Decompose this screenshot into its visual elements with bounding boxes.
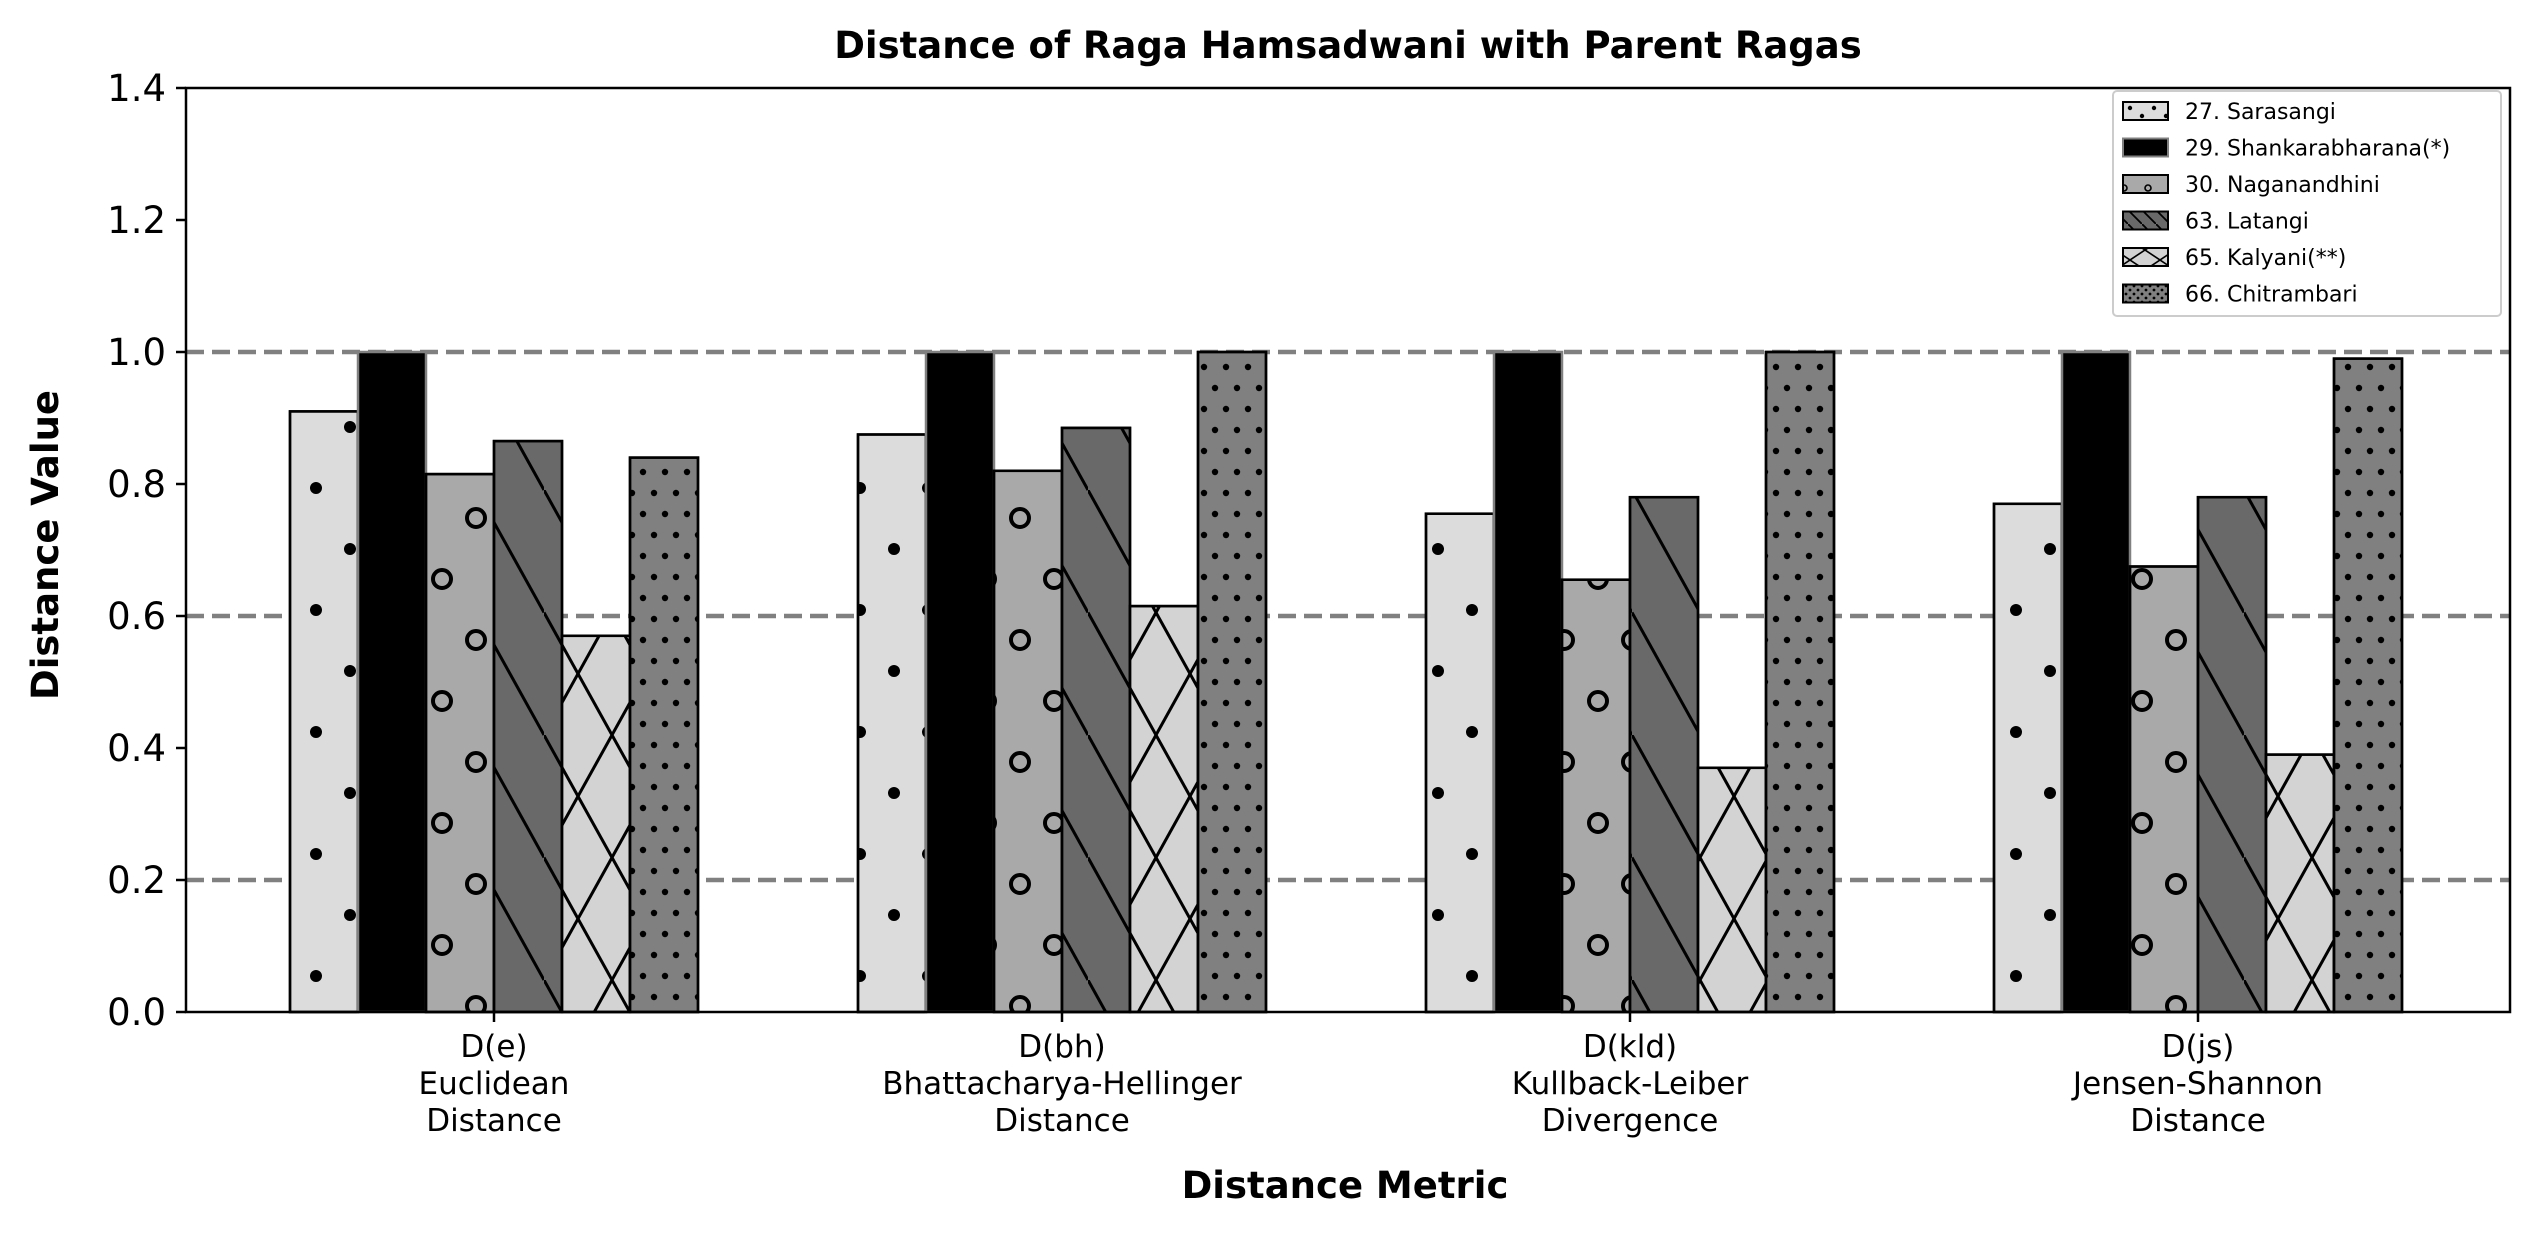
x-tick-label: D(js) Jensen-Shannon Distance xyxy=(2071,1029,2323,1139)
y-tick-label: 0.6 xyxy=(107,595,166,638)
legend-swatch xyxy=(2122,137,2169,158)
bar-hatch xyxy=(2264,753,2336,1014)
legend-swatch-hatch xyxy=(2122,247,2169,267)
legend-swatch-hatch xyxy=(2122,101,2169,121)
bar-hatch xyxy=(992,469,1064,1014)
legend-label: 29. Shankarabharana(*) xyxy=(2185,137,2450,162)
bar xyxy=(2060,350,2132,1014)
bar-hatch xyxy=(1060,426,1132,1014)
bar-hatch xyxy=(424,472,496,1014)
bar-hatch xyxy=(628,456,700,1014)
legend-swatch-hatch xyxy=(2122,174,2169,194)
y-tick-label: 0.4 xyxy=(107,727,166,770)
bar-hatch xyxy=(1196,350,1268,1014)
legend-label: 30. Naganandhini xyxy=(2185,173,2380,198)
legend: 27. Sarasangi 29. Shankarabharana(*) 30. N… xyxy=(2112,90,2502,317)
bar-hatch xyxy=(856,433,928,1014)
bar xyxy=(1492,350,1564,1014)
plot-frame xyxy=(184,86,2512,1014)
y-tick-label: 1.4 xyxy=(107,67,166,110)
bar-hatch xyxy=(2128,565,2200,1014)
legend-label: 63. Latangi xyxy=(2185,210,2309,235)
bar-hatch xyxy=(492,439,564,1014)
y-tick-label: 1.0 xyxy=(107,331,166,374)
legend-box xyxy=(2112,90,2502,317)
y-tick-label: 0.8 xyxy=(107,463,166,506)
legend-swatch-hatch xyxy=(2122,210,2169,231)
y-tick-label: 1.2 xyxy=(107,199,166,242)
bar-hatch xyxy=(560,634,632,1014)
bar-hatch xyxy=(1560,578,1632,1014)
x-axis-label: Distance Metric xyxy=(1182,1164,1509,1207)
y-axis-ticks: 0.0 0.2 0.4 0.6 0.8 1.0 1.2 1.4 xyxy=(107,67,186,1034)
bar-hatch xyxy=(1424,512,1496,1014)
legend-label: 27. Sarasangi xyxy=(2185,100,2336,125)
chart-title: Distance of Raga Hamsadwani with Parent … xyxy=(834,24,1862,67)
bar-hatch xyxy=(1696,766,1768,1014)
legend-label: 65. Kalyani(**) xyxy=(2185,246,2346,271)
x-tick-label: D(e) Euclidean Distance xyxy=(419,1029,570,1139)
y-tick-label: 0.2 xyxy=(107,859,166,902)
y-tick-label: 0.0 xyxy=(107,991,166,1034)
x-tick-label: D(kld) Kullback-Leiber Divergence xyxy=(1512,1029,1749,1139)
bar-hatch xyxy=(1992,502,2064,1014)
bar-hatch xyxy=(1628,495,1700,1014)
x-tick-label: D(bh) Bhattacharya-Hellinger Distance xyxy=(882,1029,1242,1139)
bar xyxy=(356,350,428,1014)
legend-swatch-hatch xyxy=(2122,283,2169,304)
bar-hatch xyxy=(2196,495,2268,1014)
legend-label: 66. Chitrambari xyxy=(2185,283,2358,308)
bar-hatch xyxy=(1764,350,1836,1014)
bars-group xyxy=(288,350,2404,1014)
bar-hatch xyxy=(1128,604,1200,1014)
bar-hatch xyxy=(288,410,360,1014)
bar-hatch xyxy=(2332,357,2404,1014)
y-axis-label: Distance Value xyxy=(24,390,67,700)
x-axis-ticks: D(e) Euclidean Distance D(bh) Bhattacharya-H… xyxy=(419,1012,2323,1139)
bar xyxy=(924,350,996,1014)
